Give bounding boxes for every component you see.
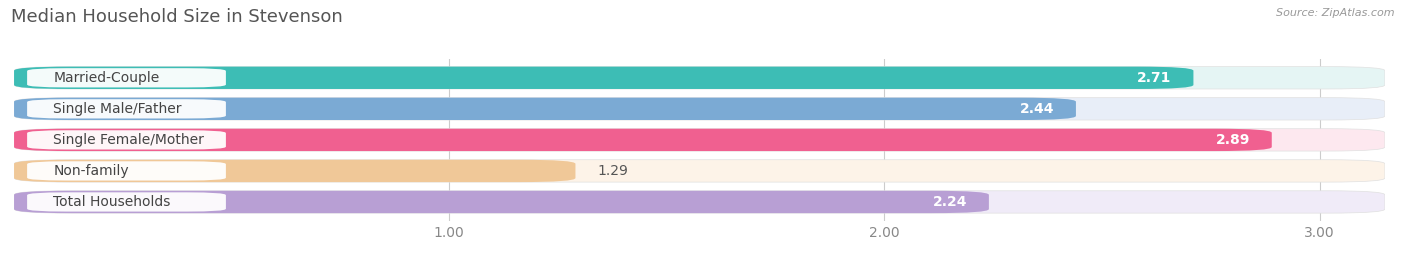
Text: 2.44: 2.44 [1019,102,1054,116]
Text: Single Female/Mother: Single Female/Mother [53,133,204,147]
Text: Married-Couple: Married-Couple [53,71,159,85]
FancyBboxPatch shape [14,67,1385,89]
Text: 2.89: 2.89 [1216,133,1250,147]
Text: 2.24: 2.24 [932,195,967,209]
FancyBboxPatch shape [14,129,1272,151]
Text: Single Male/Father: Single Male/Father [53,102,181,116]
Text: 2.71: 2.71 [1137,71,1171,85]
FancyBboxPatch shape [27,99,226,118]
Text: Source: ZipAtlas.com: Source: ZipAtlas.com [1277,8,1395,18]
Text: Total Households: Total Households [53,195,170,209]
FancyBboxPatch shape [14,191,1385,213]
FancyBboxPatch shape [14,160,1385,182]
FancyBboxPatch shape [14,129,1385,151]
FancyBboxPatch shape [27,68,226,87]
FancyBboxPatch shape [27,192,226,212]
Text: Non-family: Non-family [53,164,129,178]
FancyBboxPatch shape [27,161,226,180]
FancyBboxPatch shape [14,160,575,182]
FancyBboxPatch shape [14,98,1385,120]
FancyBboxPatch shape [14,191,988,213]
FancyBboxPatch shape [14,98,1076,120]
FancyBboxPatch shape [27,130,226,150]
Text: 1.29: 1.29 [598,164,628,178]
Text: Median Household Size in Stevenson: Median Household Size in Stevenson [11,8,343,26]
FancyBboxPatch shape [14,67,1194,89]
